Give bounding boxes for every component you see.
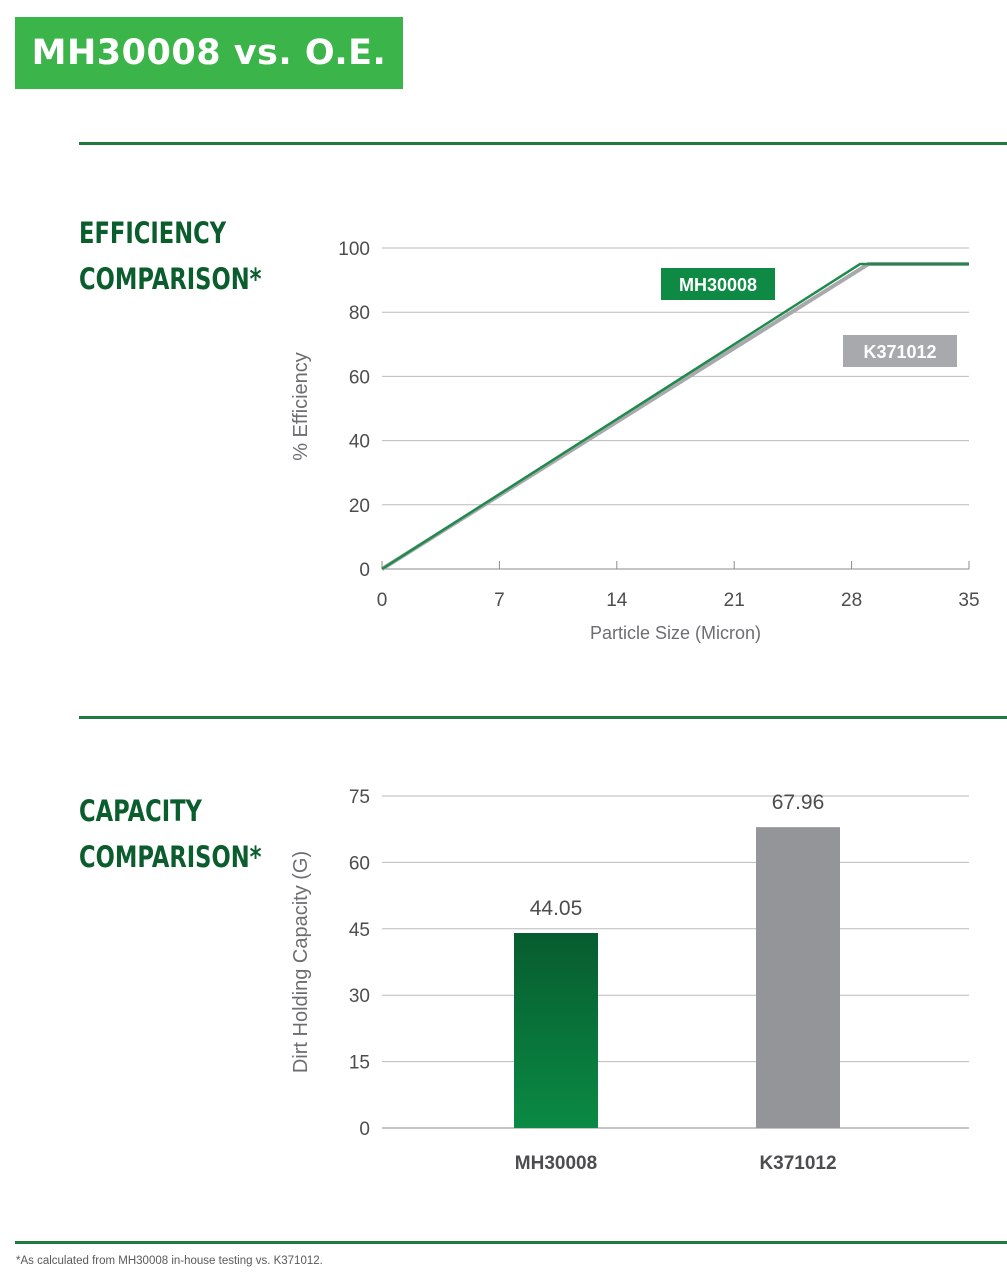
series-line-mh30008 xyxy=(381,262,969,571)
middle-divider xyxy=(79,716,1007,719)
x-tick-label: 28 xyxy=(841,590,862,611)
capacity-title-line1: CAPACITY xyxy=(79,794,202,828)
legend-label-mh30008: MH30008 xyxy=(679,275,757,295)
y-tick-label: 30 xyxy=(349,986,370,1007)
efficiency-title-line2: COMPARISON* xyxy=(79,262,262,296)
y-tick-label: 15 xyxy=(349,1053,370,1074)
capacity-section-title: CAPACITY COMPARISON* xyxy=(79,788,261,880)
x-category-label: K371012 xyxy=(759,1153,836,1174)
title-banner: MH30008 vs. O.E. xyxy=(15,17,403,89)
x-tick-label: 0 xyxy=(377,590,388,611)
y-tick-label: 60 xyxy=(349,853,370,874)
x-axis-label: Particle Size (Micron) xyxy=(590,623,761,643)
legend-box-mh30008 xyxy=(661,268,775,300)
y-tick-label: 100 xyxy=(338,239,370,260)
x-category-label: MH30008 xyxy=(515,1153,597,1174)
bottom-divider xyxy=(15,1241,1007,1244)
data-label: 44.05 xyxy=(530,897,583,920)
capacity-title-line2: COMPARISON* xyxy=(79,840,262,874)
x-tick-label: 14 xyxy=(606,590,628,611)
x-tick-label: 35 xyxy=(958,590,979,611)
bar-k371012 xyxy=(756,827,840,1128)
efficiency-section-title: EFFICIENCY COMPARISON* xyxy=(79,210,261,302)
y-tick-label: 20 xyxy=(349,496,370,517)
y-tick-label: 75 xyxy=(349,787,370,808)
y-tick-label: 45 xyxy=(349,920,370,941)
series-line-k371012 xyxy=(380,262,969,571)
y-axis-label: % Efficiency xyxy=(290,352,312,461)
y-tick-label: 0 xyxy=(359,1119,370,1140)
y-tick-label: 40 xyxy=(349,432,370,453)
legend-label-k371012: K371012 xyxy=(863,342,936,362)
bar-mh30008 xyxy=(514,933,598,1128)
y-tick-label: 80 xyxy=(349,303,370,324)
y-tick-label: 60 xyxy=(349,367,370,388)
top-divider xyxy=(79,142,1007,145)
footnote: *As calculated from MH30008 in-house tes… xyxy=(16,1255,323,1267)
capacity-bar-chart: 0 15 30 45 60 75 Dirt Holding Capacity (G) 44.0… xyxy=(290,787,969,1174)
data-label: 67.96 xyxy=(772,791,825,814)
page-title: MH30008 vs. O.E. xyxy=(31,33,387,73)
x-tick-label: 21 xyxy=(724,590,745,611)
x-tick-label: 7 xyxy=(494,590,505,611)
efficiency-line-chart: 0 20 40 60 80 100 0 7 14 21 28 35 Particle Size (Mic… xyxy=(290,239,980,643)
legend-box-k371012 xyxy=(843,335,957,367)
y-axis-label: Dirt Holding Capacity (G) xyxy=(290,851,312,1073)
y-tick-label: 0 xyxy=(359,560,370,581)
efficiency-title-line1: EFFICIENCY xyxy=(79,216,227,250)
